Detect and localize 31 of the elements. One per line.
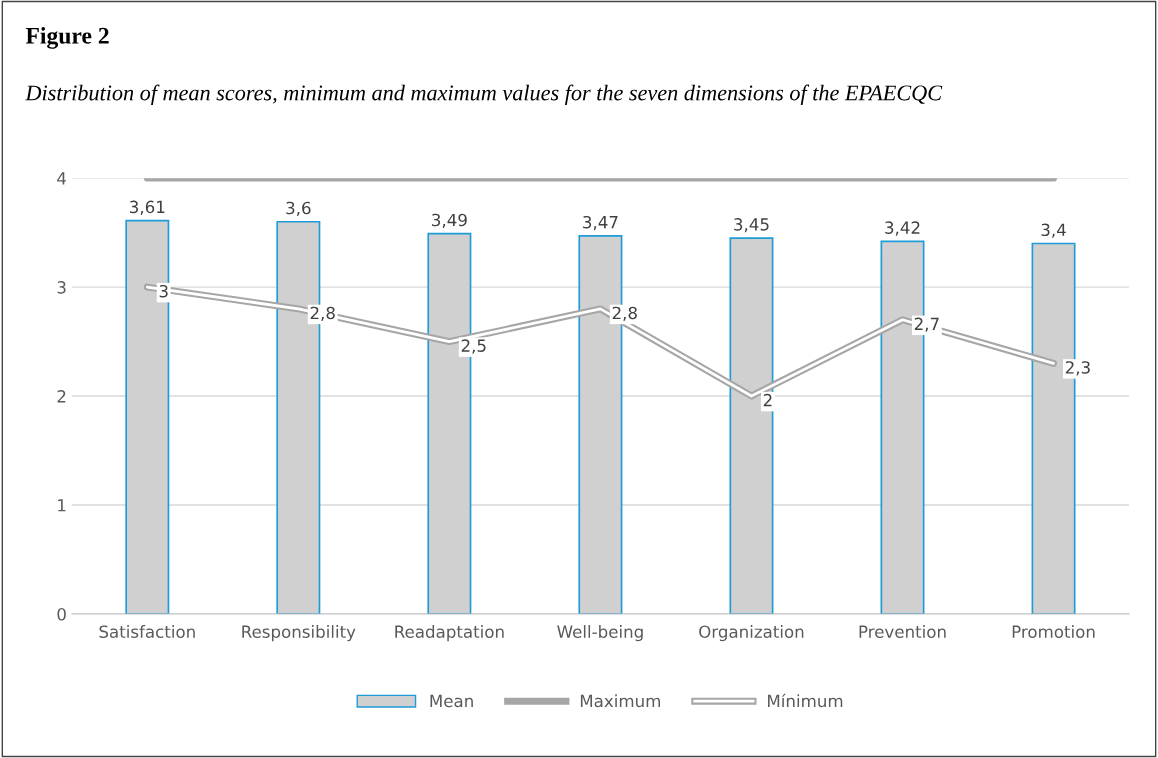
data-label: 3,42 (885, 221, 920, 236)
y-tick-label: 2 (57, 390, 66, 403)
x-tick-label: Promotion (1012, 625, 1095, 638)
data-label: 3,4 (1041, 223, 1066, 238)
data-label: 2 (763, 393, 772, 407)
x-tick-label: Prevention (859, 625, 946, 638)
y-tick-label: 0 (57, 607, 66, 621)
data-label: 3,6 (286, 201, 311, 217)
x-tick-label: Organization (699, 625, 804, 642)
data-label: 3,61 (130, 200, 165, 215)
x-tick-label: Satisfaction (99, 625, 195, 638)
y-tick-label: 3 (57, 281, 66, 294)
data-label: 2,3 (1065, 361, 1090, 376)
data-label: 3,49 (432, 213, 467, 229)
data-label: 2,7 (914, 317, 939, 332)
y-tick-label: 4 (57, 172, 66, 185)
x-tick-label: Readaptation (395, 625, 504, 642)
chart-subtitle: Distribution of mean scores, minimum and maximum values for the seven dimensions of the EPAECQC (25, 84, 943, 105)
data-label: 2,5 (461, 339, 486, 354)
data-label: 3,45 (734, 218, 769, 233)
x-tick-label: Responsibility (242, 625, 356, 642)
y-tick-label: 1 (58, 499, 66, 512)
legend-label: Maximum (580, 694, 660, 708)
data-label: 3,47 (583, 215, 618, 231)
legend-label: Mean (430, 694, 473, 708)
legend-label: Mínimum (768, 693, 843, 708)
data-label: 2,8 (310, 306, 335, 321)
chart-title: Figure 2 (25, 27, 109, 49)
x-tick-label: Well-being (557, 625, 643, 642)
data-label: 2,8 (612, 306, 637, 321)
data-label: 3 (159, 284, 168, 298)
